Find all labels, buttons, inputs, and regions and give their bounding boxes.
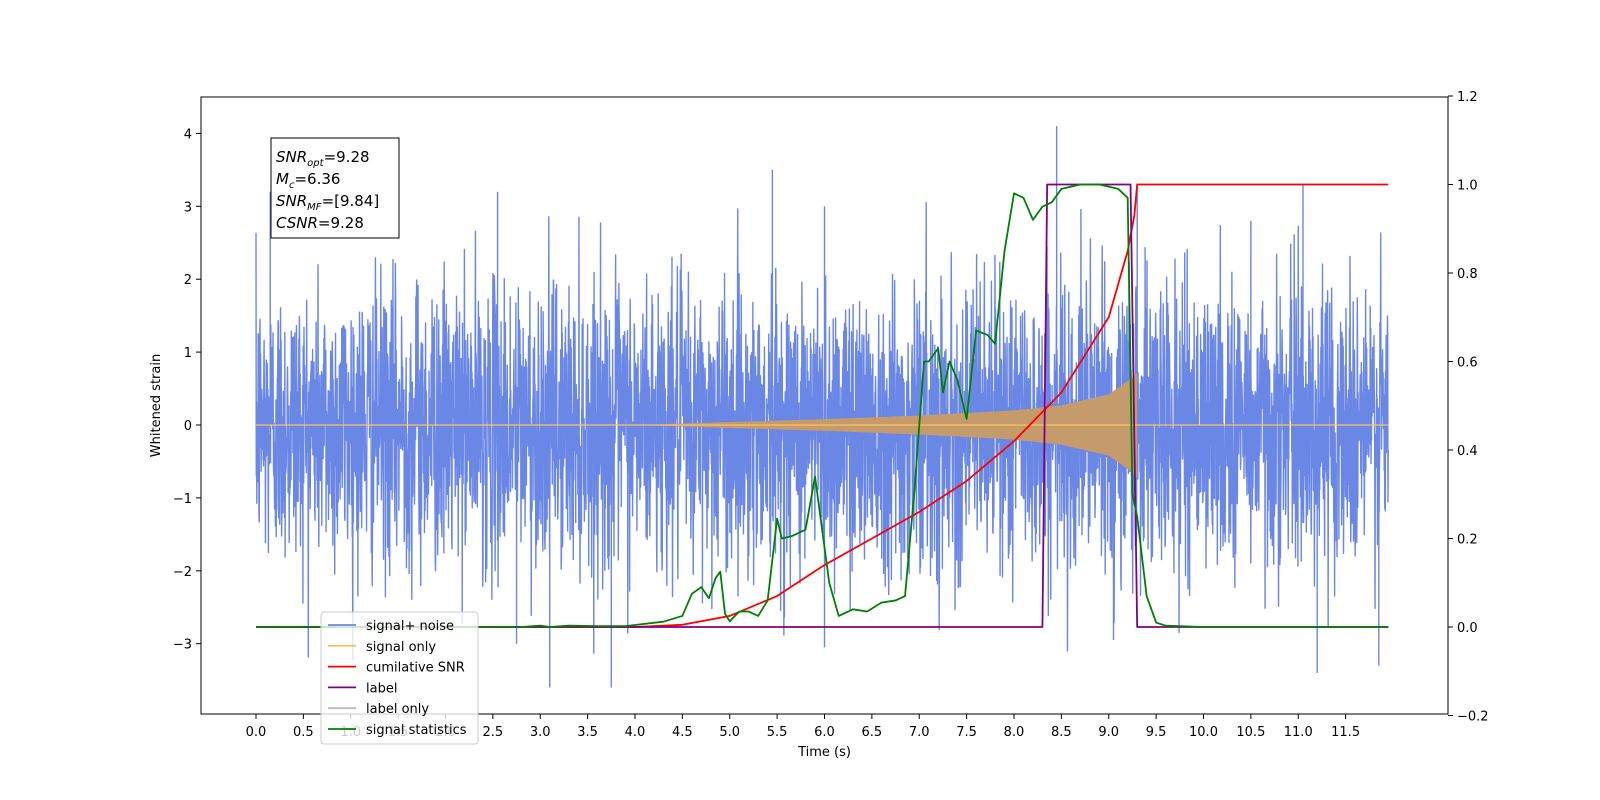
y-tick-label: −2 (173, 565, 192, 580)
x-tick-label: 5.0 (719, 725, 740, 740)
plot-area (255, 126, 1389, 688)
legend: signal+ noise signal only cumilative SNR la… (320, 611, 479, 745)
x-tick-label: 11.0 (1284, 725, 1313, 740)
y-tick-label: 3 (184, 200, 192, 215)
y2-tick-label: 0.0 (1457, 621, 1478, 636)
x-tick-label: 9.0 (1098, 725, 1119, 740)
y2-tick-label: 1.0 (1457, 179, 1478, 194)
legend-signal-only-label: signal only (366, 640, 436, 655)
x-axis-label: Time (s) (797, 745, 851, 760)
annotation-line: SNRMF=[9.84] (276, 192, 379, 213)
x-tick-label: 10.5 (1236, 725, 1265, 740)
x-tick-label: 4.5 (672, 725, 693, 740)
x-tick-label: 11.5 (1331, 725, 1360, 740)
annotation-line: Mc=6.36 (276, 170, 340, 191)
y-tick-label: 0 (184, 419, 192, 434)
x-tick-label: 0.5 (293, 725, 314, 740)
x-tick-label: 7.5 (956, 725, 977, 740)
x-tick-label: 9.5 (1146, 725, 1167, 740)
x-tick-label: 7.0 (909, 725, 930, 740)
y2-tick-label: 0.4 (1457, 444, 1478, 459)
x-tick-label: 5.5 (767, 725, 788, 740)
x-tick-label: 6.5 (862, 725, 883, 740)
y2-tick-label: 0.2 (1457, 533, 1478, 548)
x-tick-label: 3.5 (577, 725, 598, 740)
annotation-frame (270, 137, 400, 239)
x-tick-label: 2.5 (483, 725, 504, 740)
y2-tick-label: 1.2 (1457, 90, 1478, 105)
x-tick-label: 6.0 (814, 725, 835, 740)
series-signal-statistics (256, 183, 1389, 628)
legend-signal-noise-label: signal+ noise (366, 619, 454, 634)
legend-frame (320, 611, 479, 745)
legend-cumilative-snr-label: cumilative SNR (366, 661, 465, 676)
x-tick-label: 8.5 (1051, 725, 1072, 740)
x-tick-label: 10.0 (1189, 725, 1218, 740)
x-tick-label: 3.0 (530, 725, 551, 740)
legend-signal-statistics-label: signal statistics (366, 723, 467, 738)
y-axis-label: Whitened strain (149, 354, 164, 457)
annotation-line: SNRopt=9.28 (276, 148, 370, 169)
legend-label-label: label (366, 681, 397, 696)
x-tick-label: 4.0 (625, 725, 646, 740)
y-tick-label: −3 (173, 638, 192, 653)
y-tick-label: −1 (173, 492, 192, 507)
y2-tick-label: −0.2 (1457, 710, 1489, 725)
y-tick-label: 4 (184, 127, 192, 142)
x-tick-label: 8.0 (1004, 725, 1025, 740)
annotation-line: CSNR=9.28 (276, 214, 364, 232)
x-tick-label: 0.0 (246, 725, 267, 740)
y2-tick-label: 0.8 (1457, 267, 1478, 282)
legend-label-only-label: label only (366, 702, 429, 717)
y-tick-label: 2 (184, 273, 192, 288)
y-tick-label: 1 (184, 346, 192, 361)
y2-tick-label: 0.6 (1457, 356, 1478, 371)
